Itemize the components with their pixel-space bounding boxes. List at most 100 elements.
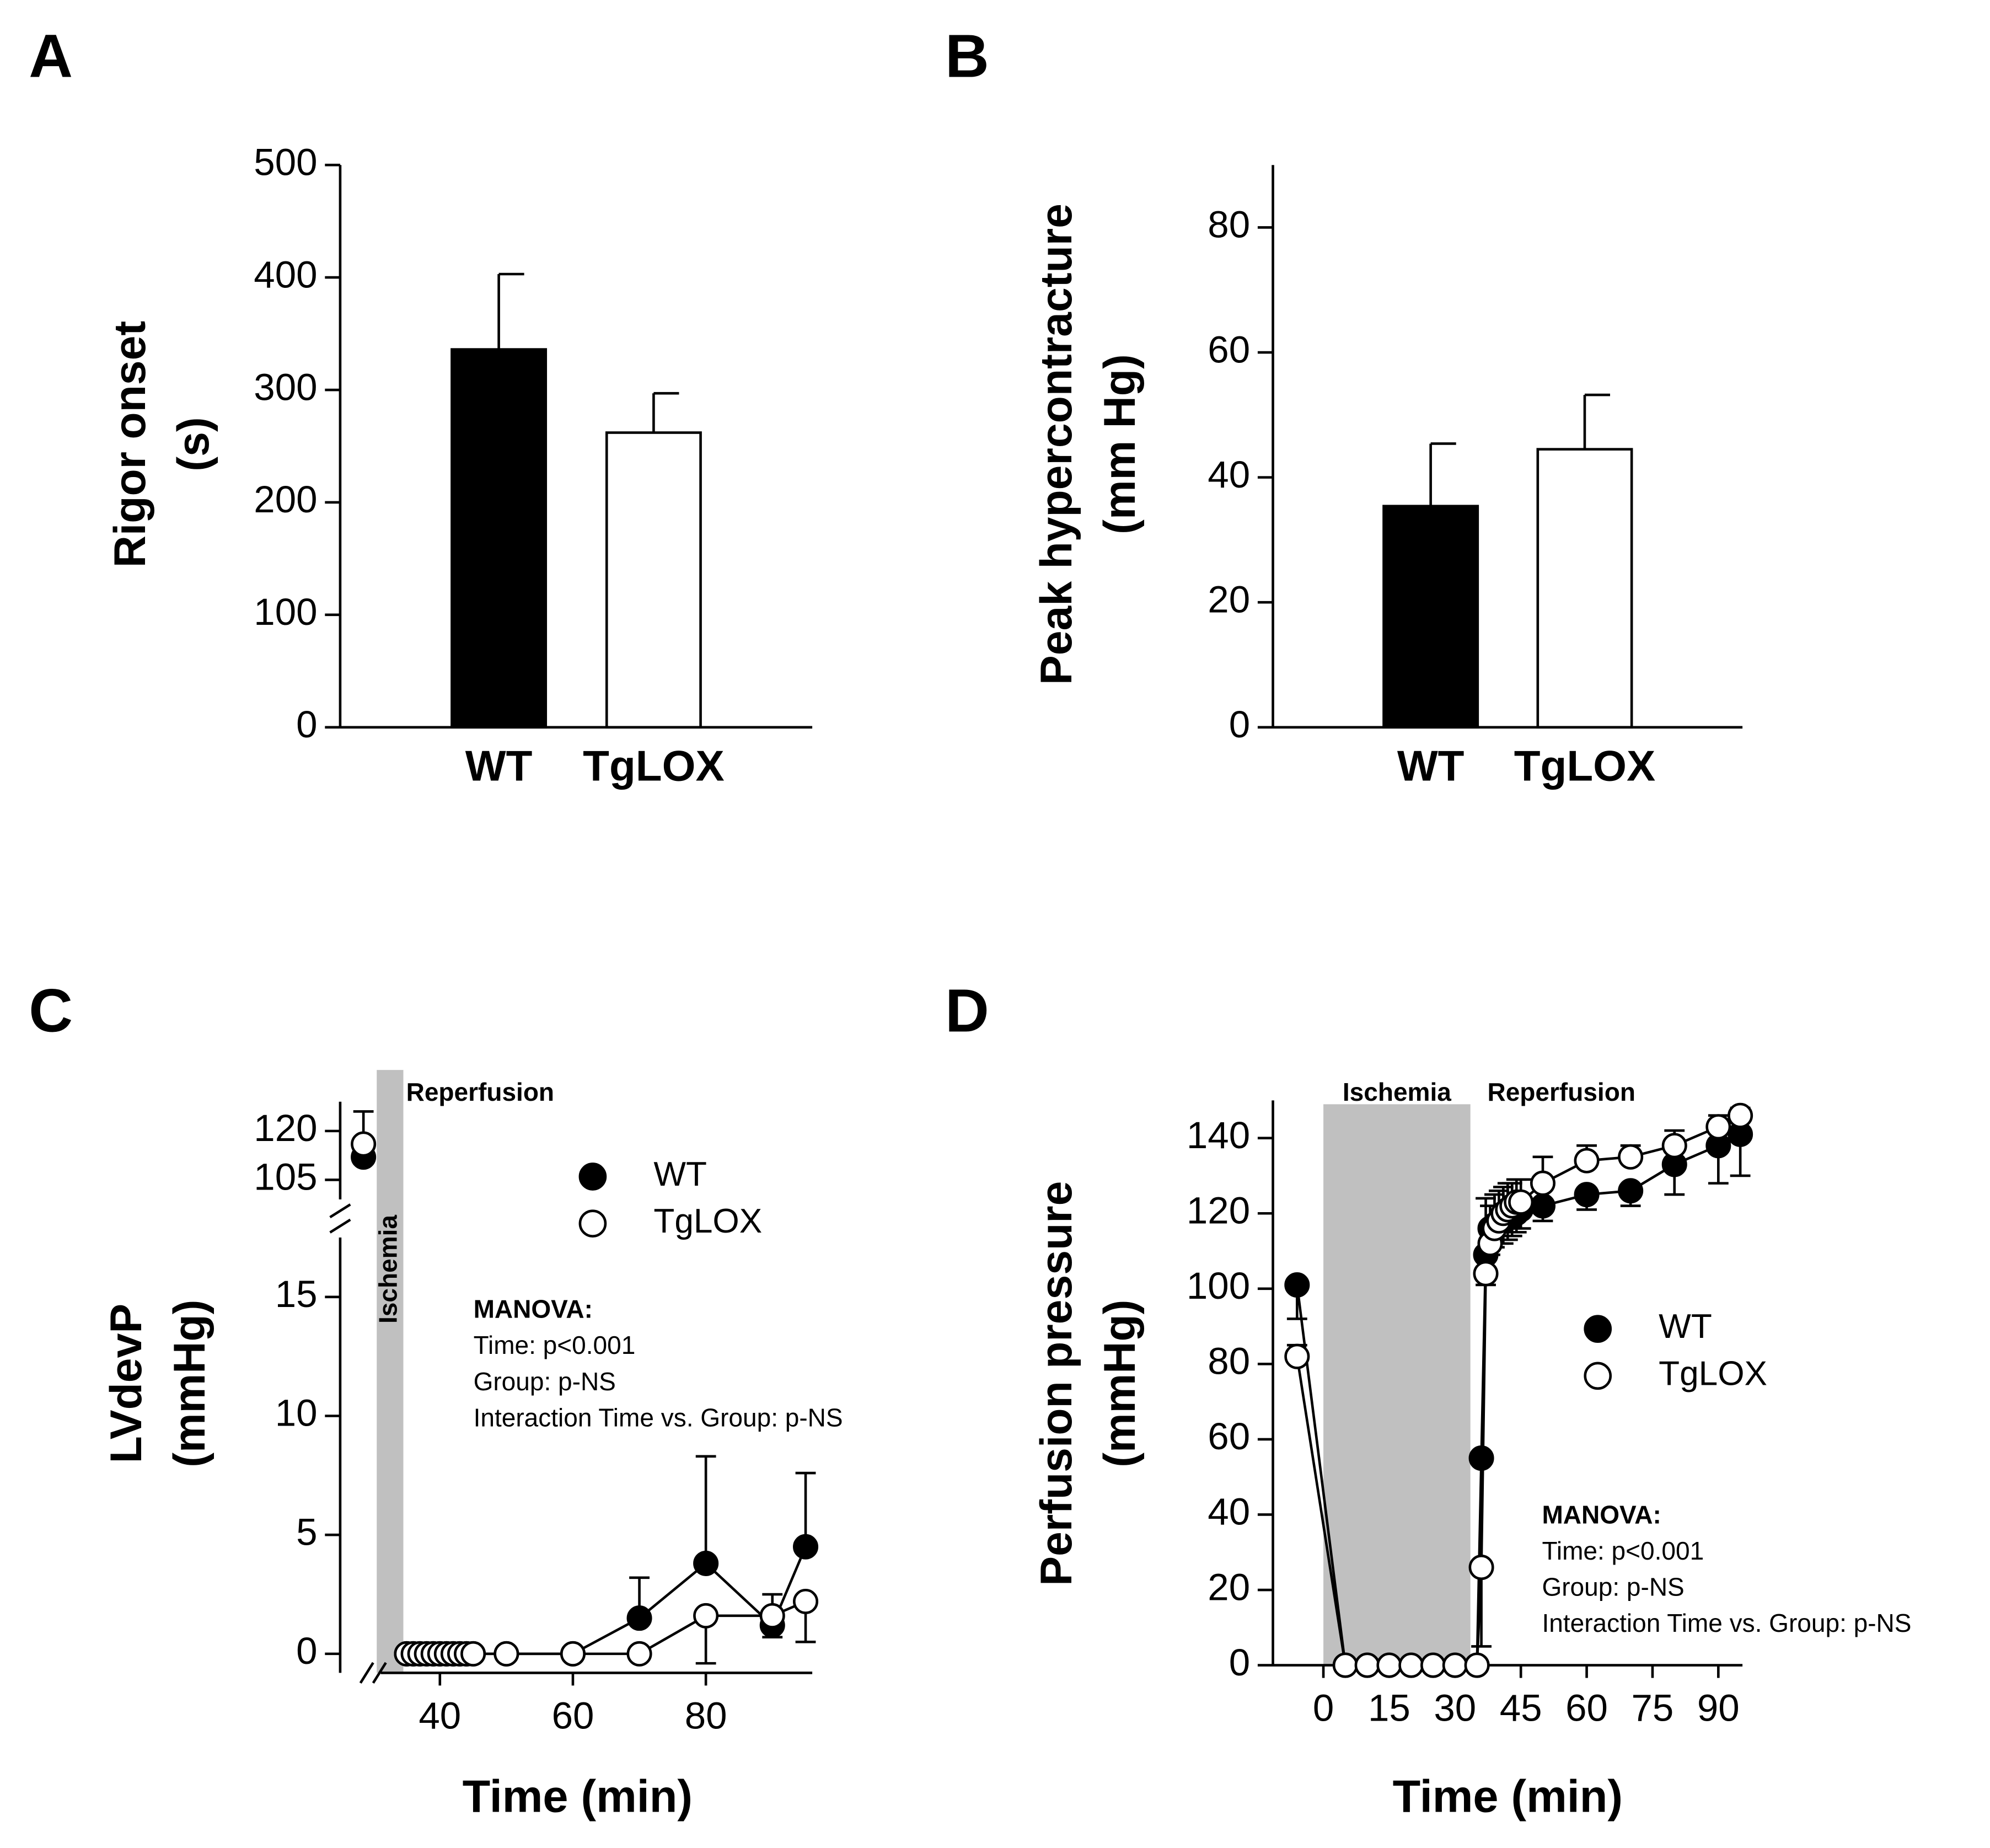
x-axis-label: Time (min) xyxy=(463,1770,693,1822)
y-tick-label: 100 xyxy=(254,590,317,633)
legend-label: TgLOX xyxy=(1659,1354,1767,1392)
shade-label: Ischemia xyxy=(374,1215,403,1324)
y-tick-label: 60 xyxy=(1208,1415,1250,1458)
data-point xyxy=(494,1641,519,1667)
stats-text: Time: p<0.001 xyxy=(474,1331,636,1359)
y-tick-label: 200 xyxy=(254,478,317,521)
data-point xyxy=(1728,1102,1753,1128)
x-tick-label: 0 xyxy=(1313,1686,1334,1729)
y-tick-label: 60 xyxy=(1208,328,1250,371)
data-point xyxy=(1284,1272,1310,1298)
bar xyxy=(1382,505,1479,729)
y-tick-label: 0 xyxy=(296,703,317,746)
y-axis-label: Peak hypercontracture xyxy=(1032,203,1081,685)
data-point xyxy=(460,1641,486,1667)
data-point xyxy=(1332,1652,1358,1678)
axis-break xyxy=(329,1218,351,1234)
data-point xyxy=(1442,1652,1468,1678)
panel-letter: A xyxy=(29,23,73,90)
stats-text: Group: p-NS xyxy=(474,1367,616,1396)
y-axis-label: (mmHg) xyxy=(165,1300,214,1467)
y-tick-label: 300 xyxy=(254,365,317,408)
y-tick-label: 20 xyxy=(1208,577,1250,620)
data-point xyxy=(1705,1114,1731,1140)
data-point xyxy=(1420,1652,1446,1678)
data-point xyxy=(1530,1193,1555,1219)
x-tick-label: TgLOX xyxy=(583,741,724,790)
data-point xyxy=(1473,1261,1499,1287)
data-point xyxy=(1464,1652,1490,1678)
x-axis-label: Time (min) xyxy=(1393,1770,1623,1822)
data-point xyxy=(1530,1170,1555,1196)
legend-marker xyxy=(1584,1362,1612,1390)
x-tick-label: WT xyxy=(465,741,533,790)
data-point xyxy=(1354,1652,1380,1678)
y-tick-label: 10 xyxy=(275,1391,318,1434)
data-point xyxy=(1376,1652,1402,1678)
data-point xyxy=(1284,1343,1310,1369)
stats-text: Interaction Time vs. Group: p-NS xyxy=(1542,1609,1911,1637)
stats-text: Group: p-NS xyxy=(1542,1573,1684,1601)
bar xyxy=(605,431,702,729)
legend-label: WT xyxy=(653,1155,707,1193)
data-point xyxy=(793,1588,819,1614)
y-axis-label: (mmHg) xyxy=(1095,1300,1145,1467)
y-tick-label: 140 xyxy=(1187,1113,1250,1156)
legend-label: TgLOX xyxy=(653,1202,762,1240)
data-point xyxy=(351,1131,377,1157)
data-point xyxy=(1574,1148,1600,1174)
shade-label: Ischemia xyxy=(1343,1078,1451,1106)
legend-label: WT xyxy=(1659,1308,1712,1346)
panel-letter: D xyxy=(945,977,989,1044)
axis-break xyxy=(372,1662,387,1684)
legend-marker xyxy=(578,1163,607,1191)
y-tick-label: 0 xyxy=(1229,703,1250,746)
data-point xyxy=(1661,1133,1687,1159)
ischemia-band xyxy=(1323,1104,1471,1665)
data-point xyxy=(1468,1445,1494,1471)
y-axis-label: Perfusion pressure xyxy=(1032,1181,1081,1586)
y-tick-label: 120 xyxy=(1187,1188,1250,1231)
y-axis-label: (mm Hg) xyxy=(1095,354,1145,534)
y-tick-label: 500 xyxy=(254,140,317,183)
panel-letter: B xyxy=(945,23,989,90)
y-tick-label: 400 xyxy=(254,253,317,296)
y-tick-label: 0 xyxy=(1229,1641,1250,1684)
y-tick-label: 40 xyxy=(1208,1490,1250,1533)
y-tick-label: 80 xyxy=(1208,1340,1250,1383)
legend-marker xyxy=(1584,1315,1612,1343)
data-point xyxy=(1618,1178,1644,1204)
x-tick-label: WT xyxy=(1397,741,1465,790)
data-point xyxy=(626,1641,652,1667)
y-axis-label: LVdevP xyxy=(101,1304,151,1463)
stats-text: Time: p<0.001 xyxy=(1542,1536,1704,1565)
x-tick-label: 80 xyxy=(685,1694,727,1737)
data-point xyxy=(793,1534,819,1560)
x-tick-label: TgLOX xyxy=(1514,741,1655,790)
x-tick-label: 60 xyxy=(552,1694,594,1737)
legend-marker xyxy=(578,1209,607,1238)
x-tick-label: 90 xyxy=(1697,1686,1740,1729)
y-tick-label: 0 xyxy=(296,1629,317,1672)
y-axis-label: Rigor onset xyxy=(105,321,155,567)
x-tick-label: 15 xyxy=(1368,1686,1410,1729)
y-axis-label: (s) xyxy=(169,417,218,471)
data-point xyxy=(759,1603,785,1629)
x-tick-label: 40 xyxy=(419,1694,461,1737)
axis-break xyxy=(359,1662,374,1684)
y-tick-label: 15 xyxy=(275,1272,318,1315)
axis-break xyxy=(329,1203,351,1219)
x-tick-label: 45 xyxy=(1500,1686,1542,1729)
y-tick-label: 5 xyxy=(296,1510,317,1553)
stats-text: MANOVA: xyxy=(1542,1500,1661,1529)
panel-letter: C xyxy=(29,977,73,1044)
x-tick-label: 75 xyxy=(1632,1686,1674,1729)
series-line xyxy=(406,1546,807,1656)
data-point xyxy=(1468,1555,1494,1581)
data-point xyxy=(693,1603,719,1629)
data-point xyxy=(560,1641,586,1667)
annotation: Reperfusion xyxy=(406,1078,554,1106)
stats-text: Interaction Time vs. Group: p-NS xyxy=(474,1403,843,1432)
data-point xyxy=(1618,1144,1644,1170)
